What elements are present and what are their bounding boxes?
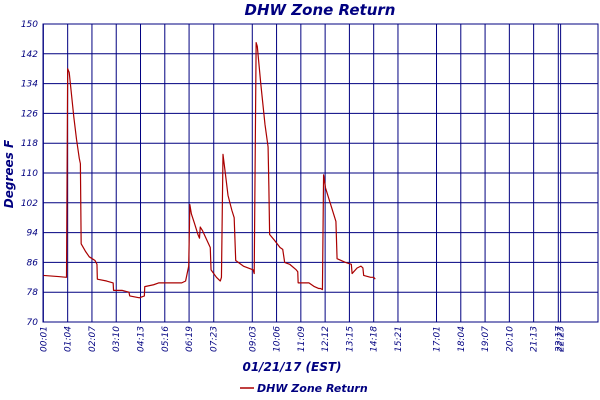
legend-label: DHW Zone Return	[257, 382, 368, 395]
x-axis-label: 01/21/17 (EST)	[242, 360, 341, 374]
x-tick-label: 09:03	[248, 326, 258, 352]
chart-title: DHW Zone Return	[245, 1, 396, 19]
y-tick-label: 102	[21, 199, 38, 209]
grid-lines	[42, 23, 598, 323]
y-tick-label: 134	[21, 80, 38, 90]
x-tick-label: 05:16	[161, 326, 171, 352]
x-tick-label: 22:23	[557, 326, 567, 352]
y-tick-label: 110	[21, 169, 38, 179]
x-tick-labels: 00:01 01:04 02:07 03:10 04:13 05:16 06:19 07:23…	[39, 326, 566, 352]
x-tick-label: 20:10	[505, 326, 515, 352]
y-tick-label: 142	[21, 50, 38, 60]
series-layer	[43, 42, 376, 299]
y-tick-label: 78	[27, 288, 39, 298]
x-tick-label: 07:23	[210, 326, 220, 352]
x-tick-label: 12:12	[321, 326, 331, 352]
x-tick-label: 21:13	[530, 326, 540, 352]
x-tick-label: 18:04	[457, 326, 467, 352]
x-tick-label: 13:15	[345, 326, 355, 352]
x-tick-label: 06:19	[185, 326, 195, 352]
y-tick-label: 94	[27, 229, 39, 239]
series-line-dhw-zone-return	[43, 42, 376, 299]
y-tick-label: 118	[21, 139, 38, 149]
x-tick-label: 10:06	[273, 326, 283, 352]
x-tick-label: 01:04	[64, 326, 74, 352]
x-tick-label: 17:01	[433, 326, 443, 352]
x-tick-label: 11:09	[297, 326, 307, 352]
x-tick-label: 22:17	[554, 326, 564, 352]
x-tick-label: 00:01	[39, 326, 49, 352]
x-tick-label: 15:21	[394, 326, 404, 352]
y-tick-label: 126	[21, 109, 38, 119]
x-tick-label: 19:07	[481, 326, 491, 352]
y-tick-label: 150	[21, 20, 38, 30]
y-axis-label: Degrees F	[2, 139, 16, 208]
y-tick-label: 70	[27, 318, 39, 328]
x-tick-label: 03:10	[112, 326, 122, 352]
x-tick-label: 14:18	[370, 326, 380, 352]
x-tick-label: 04:13	[137, 326, 147, 352]
x-tick-label: 02:07	[88, 326, 98, 352]
plot-frame	[42, 23, 599, 323]
y-tick-labels: 70 78 86 94 102 110 118 126 134 142 150	[21, 20, 38, 328]
y-tick-label: 86	[27, 258, 39, 268]
